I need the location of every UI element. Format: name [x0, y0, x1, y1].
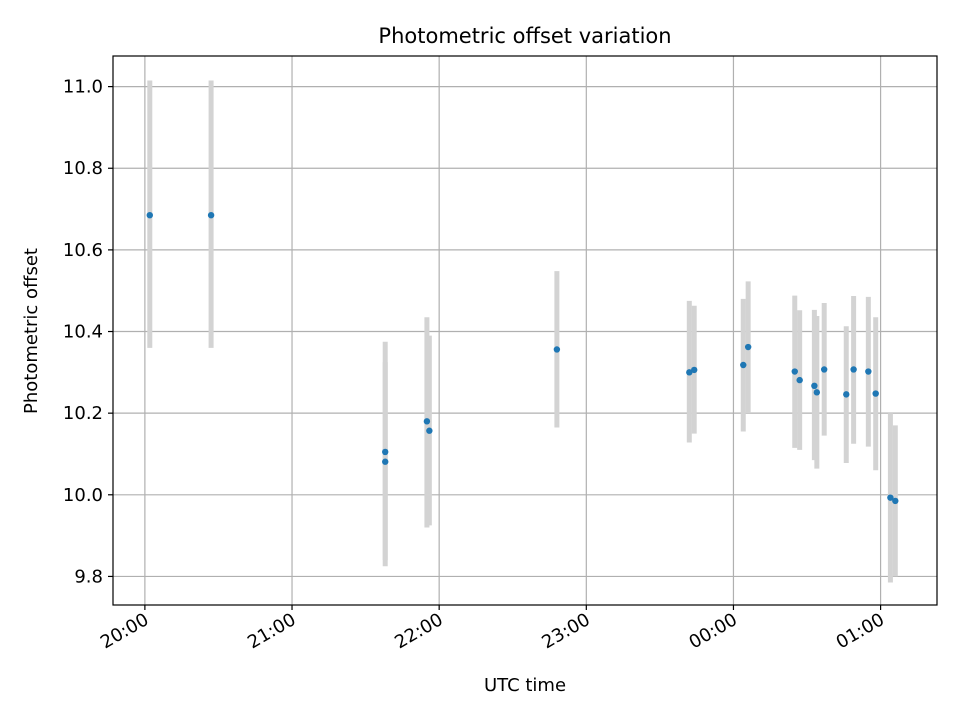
data-point: [382, 448, 389, 456]
y-tick-label: 11.0: [63, 77, 103, 98]
data-point: [146, 211, 153, 219]
data-point: [791, 368, 798, 375]
data-point: [426, 427, 433, 434]
data-point: [207, 211, 215, 219]
y-axis-ticks: 9.8 10.0 10.2 10.4 10.6 10.8 11.0: [63, 77, 113, 587]
data-point: [865, 368, 872, 375]
y-tick-label: 10.4: [63, 322, 103, 343]
data-point: [820, 366, 828, 373]
data-point: [740, 361, 747, 369]
data-point: [744, 343, 752, 351]
data-point: [892, 497, 899, 505]
data-point: [843, 391, 850, 398]
y-axis-label: Photometric offset: [21, 248, 42, 414]
data-point: [553, 346, 561, 353]
y-tick-label: 10.0: [63, 485, 103, 506]
data-point: [423, 418, 431, 425]
data-point: [813, 389, 821, 396]
data-point: [686, 369, 693, 376]
data-point: [887, 494, 894, 501]
data-point: [872, 390, 879, 397]
data-point: [811, 382, 818, 390]
chart-title: Photometric offset variation: [378, 24, 671, 48]
y-tick-label: 10.2: [63, 403, 103, 424]
data-point: [850, 366, 857, 373]
data-point: [796, 376, 803, 384]
data-points: [146, 211, 899, 505]
y-tick-label: 10.8: [63, 158, 103, 179]
y-tick-label: 10.6: [63, 240, 103, 261]
data-point: [382, 458, 389, 465]
x-axis-label: UTC time: [484, 675, 566, 696]
data-point: [691, 366, 698, 374]
plot-frame: [112, 55, 938, 606]
y-tick-label: 9.8: [74, 566, 103, 587]
